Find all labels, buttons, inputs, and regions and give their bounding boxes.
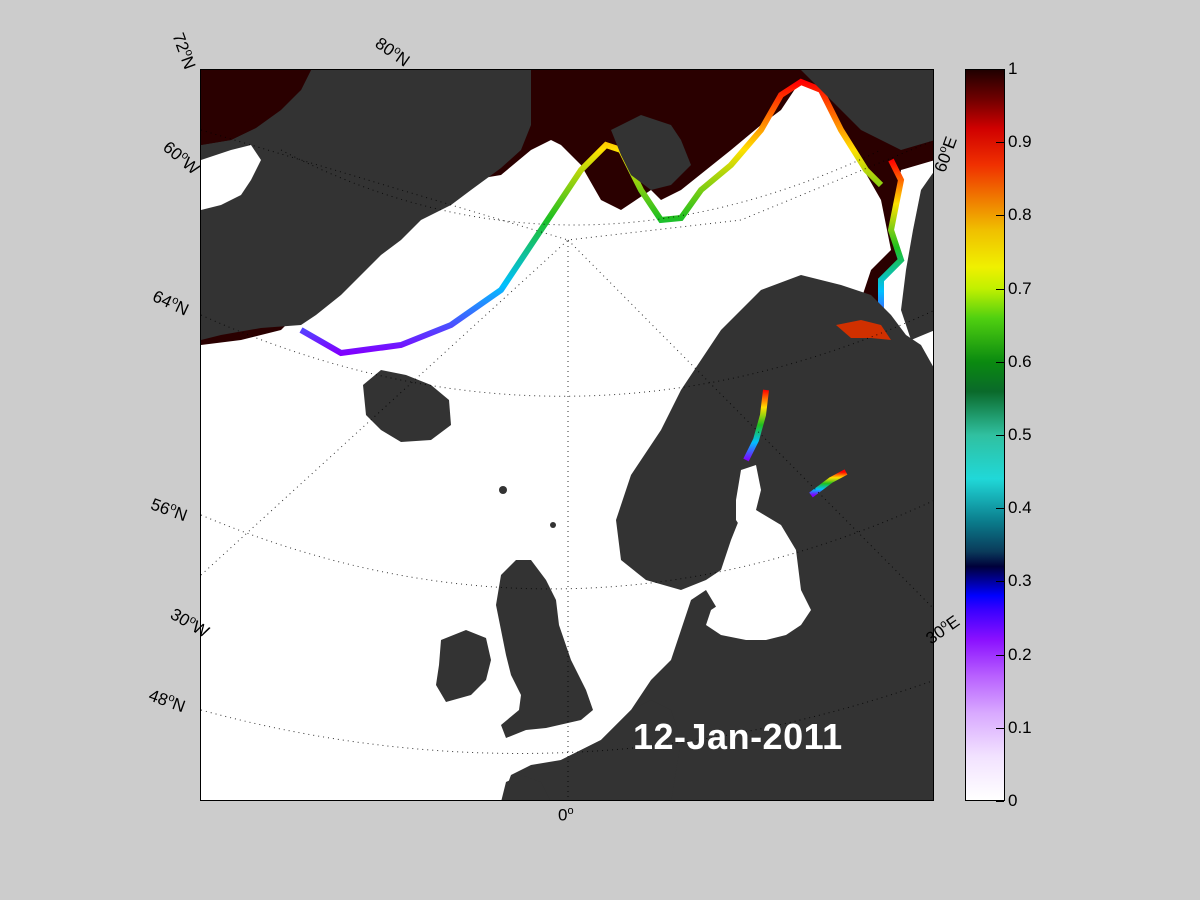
scandinavia-landmass: [503, 275, 933, 800]
colorbar-tick-label: 0.8: [1008, 205, 1032, 225]
colorbar-tick-label: 0.7: [1008, 278, 1032, 298]
colorbar-tick-mark: [996, 215, 1004, 217]
colorbar-tick-label: 0.5: [1008, 425, 1032, 444]
date-label: 12-Jan-2011: [633, 716, 843, 757]
greenland-fjord-white: [201, 145, 261, 210]
gulf-of-finland-ice-edge: [809, 469, 848, 498]
label-48n-value: 48: [146, 685, 171, 710]
gulf-of-bothnia-ice-edge: [743, 389, 769, 462]
meridian-60e: [567, 140, 933, 241]
colorbar-tick-mark: [996, 801, 1004, 802]
colorbar-tick-mark: [996, 361, 1004, 363]
label-64n-value: 64: [149, 286, 175, 312]
map-canvas: [201, 70, 933, 800]
colorbar-tick-label: 0.2: [1008, 644, 1032, 664]
colorbar-tick-label: 0.3: [1008, 571, 1032, 591]
graticule: [201, 129, 933, 800]
svalbard-landmass: [611, 115, 691, 190]
colorbar-tick-mark: [996, 288, 1004, 290]
franz-josef-landmass: [801, 70, 933, 150]
iberia-landmass: [501, 775, 550, 800]
label-0-value: 0: [558, 805, 568, 825]
label-60w: 60oW: [159, 137, 204, 179]
label-0: 0o: [558, 805, 574, 826]
parallel-48n: [201, 680, 933, 754]
france-landmass: [501, 700, 681, 800]
colorbar-tick-mark: [996, 727, 1004, 729]
novaya-zemlya-landmass: [901, 172, 933, 340]
colorbar-tick-label: 0.4: [1008, 498, 1032, 518]
parallel-64n: [201, 310, 933, 397]
colorbar-tick-label: 0.6: [1008, 351, 1032, 371]
label-72n: 72oN: [168, 30, 200, 72]
parallel-72n: [280, 149, 882, 226]
colorbar-tick-mark: [996, 581, 1004, 583]
label-80n: 80oN: [371, 33, 413, 71]
colorbar-tick-label: 1: [1008, 59, 1018, 78]
meridian-30e: [567, 239, 933, 609]
faroe-islands: [499, 486, 507, 494]
greenland-landmass: [201, 70, 531, 340]
sea-ice-map: [200, 69, 934, 801]
north-suffix: N: [177, 53, 200, 72]
colorbar-tick-mark: [996, 435, 1004, 436]
colorbar-tick-mark: [996, 142, 1004, 144]
colorbar-tick-mark: [996, 69, 1004, 70]
shetland-islands: [550, 522, 556, 528]
label-56n-value: 56: [148, 494, 173, 519]
great-britain-landmass: [496, 560, 593, 738]
east-suffix: E: [942, 611, 964, 634]
iceland-landmass: [363, 370, 451, 442]
label-56n: 56oN: [148, 494, 190, 526]
label-60e: 60oE: [930, 134, 962, 175]
degree-symbol: o: [567, 805, 574, 817]
ice-edge-arctic: [299, 78, 884, 357]
baltic-sea: [706, 465, 811, 640]
greenland-ice-channel: [201, 70, 311, 145]
label-30w-value: 30: [167, 604, 194, 631]
colorbar-tick-label: 0: [1008, 791, 1018, 810]
colorbar-tick-mark: [996, 654, 1004, 656]
label-64n: 64oN: [149, 286, 192, 320]
label-60e-value: 60: [930, 150, 955, 175]
ireland-landmass: [436, 630, 491, 702]
label-48n: 48oN: [146, 685, 188, 717]
colorbar-tick-mark: [996, 508, 1004, 510]
colorbar-tick-label: 0.1: [1008, 717, 1032, 737]
colorbar-tick-label: 0.9: [1008, 132, 1032, 152]
